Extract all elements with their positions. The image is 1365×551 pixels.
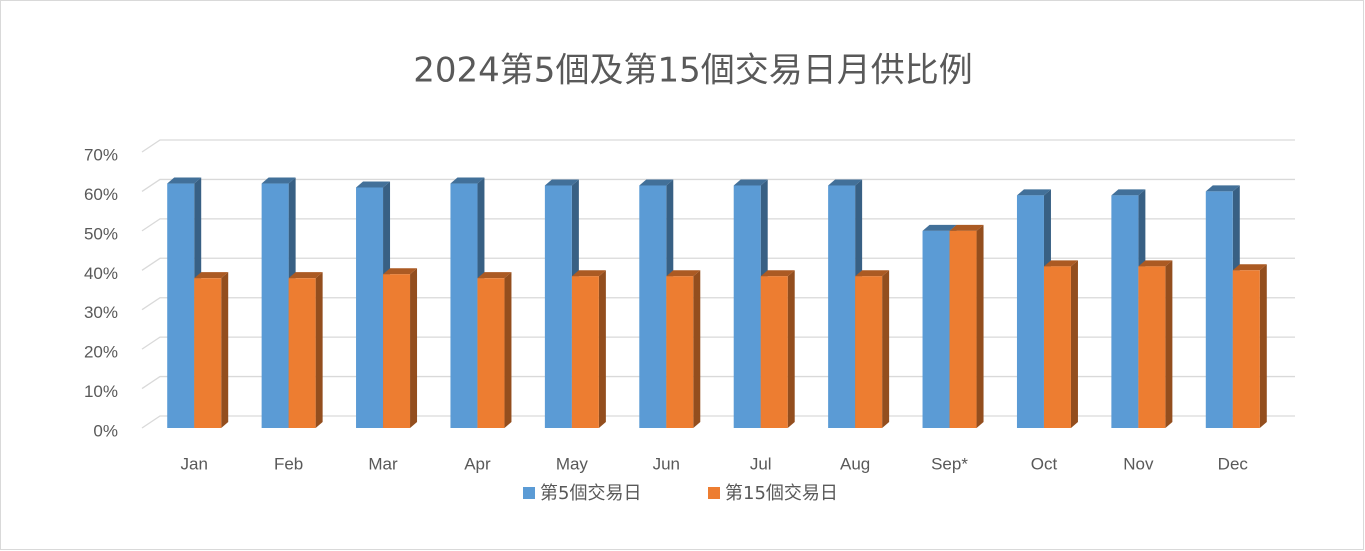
bar-top (261, 177, 296, 184)
grid-line (141, 297, 1295, 311)
x-tick-label: Sep* (931, 454, 968, 473)
y-tick-label: 30% (84, 303, 118, 322)
grid-line (141, 415, 1295, 429)
y-tick-label: 70% (84, 145, 118, 164)
bar-top (356, 181, 391, 188)
bar-top (1043, 260, 1078, 267)
grid-line (141, 257, 1295, 271)
bar (383, 274, 411, 428)
bar (922, 230, 950, 428)
grid-line (141, 178, 1295, 192)
bar-side (1070, 260, 1078, 428)
y-tick-label: 40% (84, 264, 118, 283)
bar (194, 278, 222, 428)
bar (760, 276, 788, 428)
y-tick-label: 20% (84, 343, 118, 362)
bar (949, 230, 977, 428)
x-tick-label: Feb (274, 454, 303, 473)
bar-top (855, 270, 890, 277)
bar (855, 276, 883, 428)
bar-top (450, 177, 485, 184)
bar-top (1138, 260, 1173, 267)
grid-line (141, 218, 1295, 232)
bar-top (1232, 264, 1267, 271)
bar (356, 187, 384, 428)
x-tick-label: Dec (1218, 454, 1249, 473)
bar-top (922, 224, 957, 231)
bar (733, 185, 761, 428)
chart-title: 2024第5個及第15個交易日月供比例 (413, 51, 972, 91)
bar (1138, 266, 1166, 428)
bar-top (949, 224, 984, 231)
x-tick-label: Jun (653, 454, 680, 473)
bar-top (544, 179, 579, 186)
bar (477, 278, 505, 428)
bar (828, 185, 856, 428)
bar-top (383, 268, 418, 275)
legend-label: 第15個交易日 (725, 483, 838, 504)
bar-top (288, 272, 323, 279)
bar-side (882, 270, 890, 428)
y-tick-label: 50% (84, 224, 118, 243)
legend-label: 第5個交易日 (540, 483, 641, 504)
bar-top (194, 272, 229, 279)
bar-side (693, 270, 701, 428)
x-tick-label: Aug (840, 454, 870, 473)
bar (639, 185, 667, 428)
x-tick-label: Jan (180, 454, 207, 473)
bar (666, 276, 694, 428)
bar (571, 276, 599, 428)
bar-side (315, 272, 323, 428)
y-tick-label: 60% (84, 185, 118, 204)
bar-top (733, 179, 768, 186)
bar-top (1205, 185, 1240, 192)
x-tick-label: Jul (750, 454, 772, 473)
bar (167, 183, 195, 428)
y-tick-label: 10% (84, 382, 118, 401)
bar-side (598, 270, 606, 428)
bar (450, 183, 478, 428)
bar-top (828, 179, 863, 186)
bar-side (976, 224, 984, 428)
x-tick-label: May (556, 454, 589, 473)
bar-top (760, 270, 795, 277)
legend-swatch (523, 487, 535, 499)
x-tick-label: Nov (1123, 454, 1154, 473)
bar-top (167, 177, 202, 184)
bar (261, 183, 289, 428)
bar-top (571, 270, 606, 277)
bar-side (787, 270, 795, 428)
x-tick-label: Mar (368, 454, 398, 473)
bar-top (1111, 189, 1146, 196)
bar (1043, 266, 1071, 428)
bar (544, 185, 572, 428)
bar (288, 278, 316, 428)
bar-side (1165, 260, 1173, 428)
grid-line (141, 336, 1295, 350)
x-tick-label: Apr (464, 454, 491, 473)
bar-side (221, 272, 229, 428)
bar (1111, 195, 1139, 428)
bar-top (639, 179, 674, 186)
bar-side (1259, 264, 1267, 428)
grid-line (141, 375, 1295, 390)
x-tick-label: Oct (1031, 454, 1058, 473)
grid-line (141, 139, 1295, 153)
bar (1232, 270, 1260, 428)
bar-side (410, 268, 418, 428)
bar-top (477, 272, 512, 279)
y-tick-label: 0% (93, 421, 118, 440)
bar-side (504, 272, 512, 428)
bar-top (666, 270, 701, 277)
legend-swatch (708, 487, 720, 499)
bar-top (1016, 189, 1051, 196)
bar (1016, 195, 1044, 428)
bar (1205, 191, 1233, 428)
